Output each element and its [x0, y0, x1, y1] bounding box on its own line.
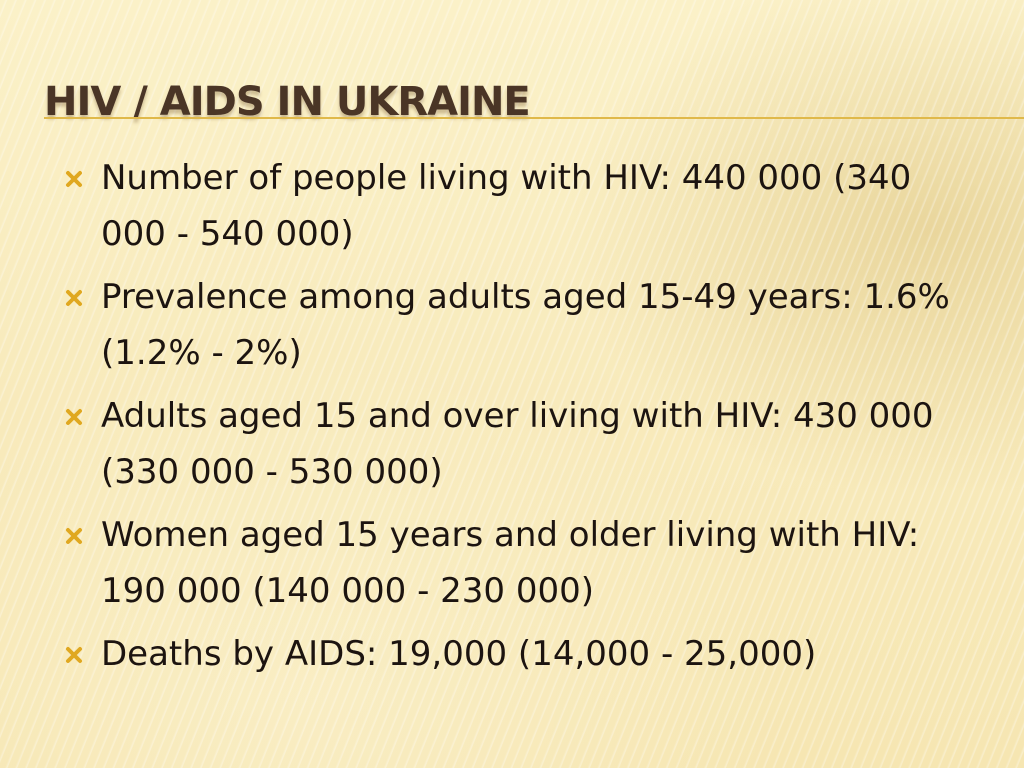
bullet-text: Deaths by AIDS: 19,000 (14,000 - 25,000) — [101, 634, 817, 674]
x-mark-icon — [66, 290, 82, 306]
bullet-list: Number of people living with HIV: 440 00… — [0, 150, 1024, 689]
bullet-item: Women aged 15 years and older living wit… — [0, 507, 951, 619]
bullet-text: Women aged 15 years and older living wit… — [101, 515, 920, 611]
bullet-item: Deaths by AIDS: 19,000 (14,000 - 25,000) — [0, 626, 951, 682]
x-mark-icon — [66, 647, 82, 663]
bullet-text: Adults aged 15 and over living with HIV:… — [101, 396, 934, 492]
bullet-item: Adults aged 15 and over living with HIV:… — [0, 388, 951, 500]
bullet-text: Prevalence among adults aged 15-49 years… — [101, 277, 950, 373]
x-mark-icon — [66, 409, 82, 425]
bullet-item: Number of people living with HIV: 440 00… — [0, 150, 951, 262]
bullet-text: Number of people living with HIV: 440 00… — [101, 158, 912, 254]
x-mark-icon — [66, 171, 82, 187]
x-mark-icon — [66, 528, 82, 544]
title-divider — [44, 117, 1024, 119]
bullet-item: Prevalence among adults aged 15-49 years… — [0, 269, 951, 381]
